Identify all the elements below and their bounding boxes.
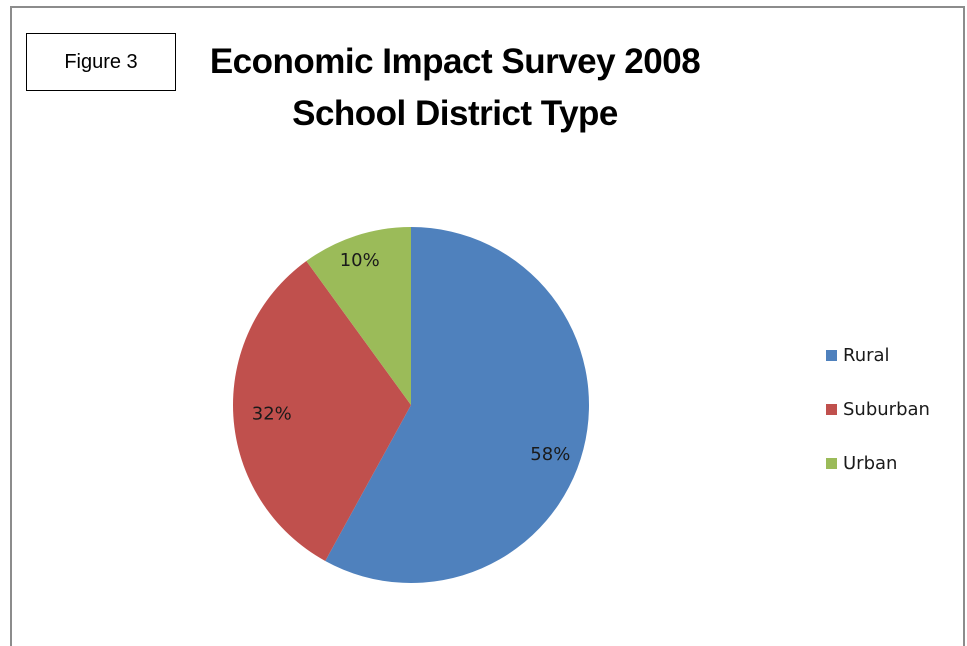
pie-slice-urban <box>306 227 411 405</box>
pie-label-urban: 10% <box>340 250 380 271</box>
pie-slice-suburban <box>232 260 411 561</box>
legend-item-rural: Rural <box>826 342 930 368</box>
legend-swatch <box>826 403 837 415</box>
chart-title-line-2: School District Type <box>292 94 618 133</box>
pie-label-suburban: 32% <box>252 403 292 424</box>
pie-slices <box>232 227 589 583</box>
legend-item-urban: Urban <box>826 450 930 476</box>
legend-label: Urban <box>843 452 898 474</box>
figure-label: Figure 3 <box>26 33 176 91</box>
pie-slice-labels: 58% 32% 10% <box>252 250 571 465</box>
pie-slice-rural <box>325 227 589 583</box>
legend-swatch <box>826 349 837 361</box>
chart-title: Economic Impact Survey 2008 School Distr… <box>170 36 740 140</box>
legend-label: Suburban <box>843 398 930 420</box>
chart-title-line-1: Economic Impact Survey 2008 <box>209 42 701 81</box>
chart-legend: Rural Suburban Urban <box>826 342 930 504</box>
legend-swatch <box>826 457 837 469</box>
chart-frame <box>10 6 965 646</box>
legend-item-suburban: Suburban <box>826 396 930 422</box>
legend-label: Rural <box>843 344 890 366</box>
pie-label-rural: 58% <box>530 444 570 465</box>
